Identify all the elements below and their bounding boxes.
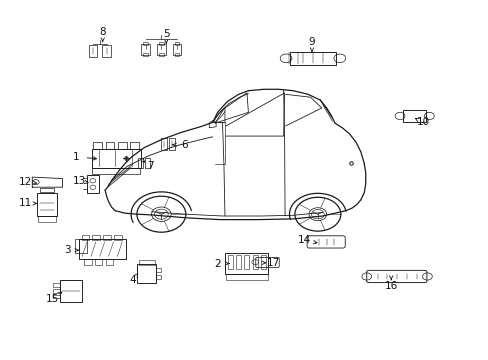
Text: 16: 16 (384, 281, 397, 291)
Bar (92, 168, 140, 174)
Bar (157, 44, 165, 55)
Bar (159, 53, 163, 56)
Bar (52, 289, 60, 293)
Bar (114, 235, 122, 240)
Text: 17: 17 (266, 258, 280, 268)
Bar (103, 235, 111, 240)
Text: 15: 15 (46, 294, 60, 304)
Bar (227, 255, 232, 269)
Bar (402, 110, 426, 122)
Bar (87, 175, 99, 193)
Text: 6: 6 (181, 140, 188, 150)
Bar (141, 44, 150, 55)
Bar (172, 44, 181, 55)
Bar (169, 138, 175, 150)
Bar (74, 239, 87, 253)
Bar (81, 235, 89, 240)
Bar (60, 280, 81, 302)
Bar (174, 42, 179, 45)
Bar (80, 239, 126, 259)
Text: 7: 7 (147, 161, 154, 171)
Bar (145, 158, 150, 168)
Text: 14: 14 (297, 235, 310, 246)
Bar (95, 259, 102, 265)
Bar (37, 193, 57, 216)
Bar (52, 283, 60, 287)
Text: 1: 1 (72, 152, 79, 162)
Text: 2: 2 (214, 258, 221, 269)
Bar (106, 259, 113, 265)
Bar (138, 158, 142, 168)
Text: 8: 8 (99, 27, 106, 37)
Bar (143, 53, 148, 56)
Text: 9: 9 (308, 37, 315, 48)
Bar (38, 216, 56, 222)
Bar (143, 42, 148, 45)
Bar (40, 188, 54, 192)
Bar (289, 52, 336, 65)
Bar (130, 142, 139, 149)
Text: 12: 12 (19, 177, 32, 187)
Bar (252, 255, 257, 269)
Bar (225, 274, 267, 280)
Bar (159, 42, 163, 45)
Text: 5: 5 (163, 29, 169, 39)
Bar (244, 255, 249, 269)
Bar (137, 264, 156, 283)
Bar (161, 138, 166, 150)
Bar (52, 295, 60, 298)
Bar (174, 53, 179, 56)
Bar (93, 142, 102, 149)
Bar (92, 235, 100, 240)
Bar (92, 149, 141, 168)
Bar (105, 142, 114, 149)
Bar (236, 255, 241, 269)
Bar (139, 260, 154, 265)
Bar (102, 45, 111, 57)
Text: 4: 4 (129, 275, 136, 285)
Bar (84, 259, 92, 265)
Bar (88, 45, 97, 57)
Bar (261, 255, 265, 269)
Text: 11: 11 (19, 198, 32, 208)
Bar (156, 268, 161, 272)
Text: 13: 13 (72, 176, 86, 186)
Text: 3: 3 (64, 245, 71, 255)
Bar (225, 253, 268, 274)
Bar (156, 275, 161, 279)
Bar (118, 142, 126, 149)
Text: 10: 10 (416, 117, 428, 127)
